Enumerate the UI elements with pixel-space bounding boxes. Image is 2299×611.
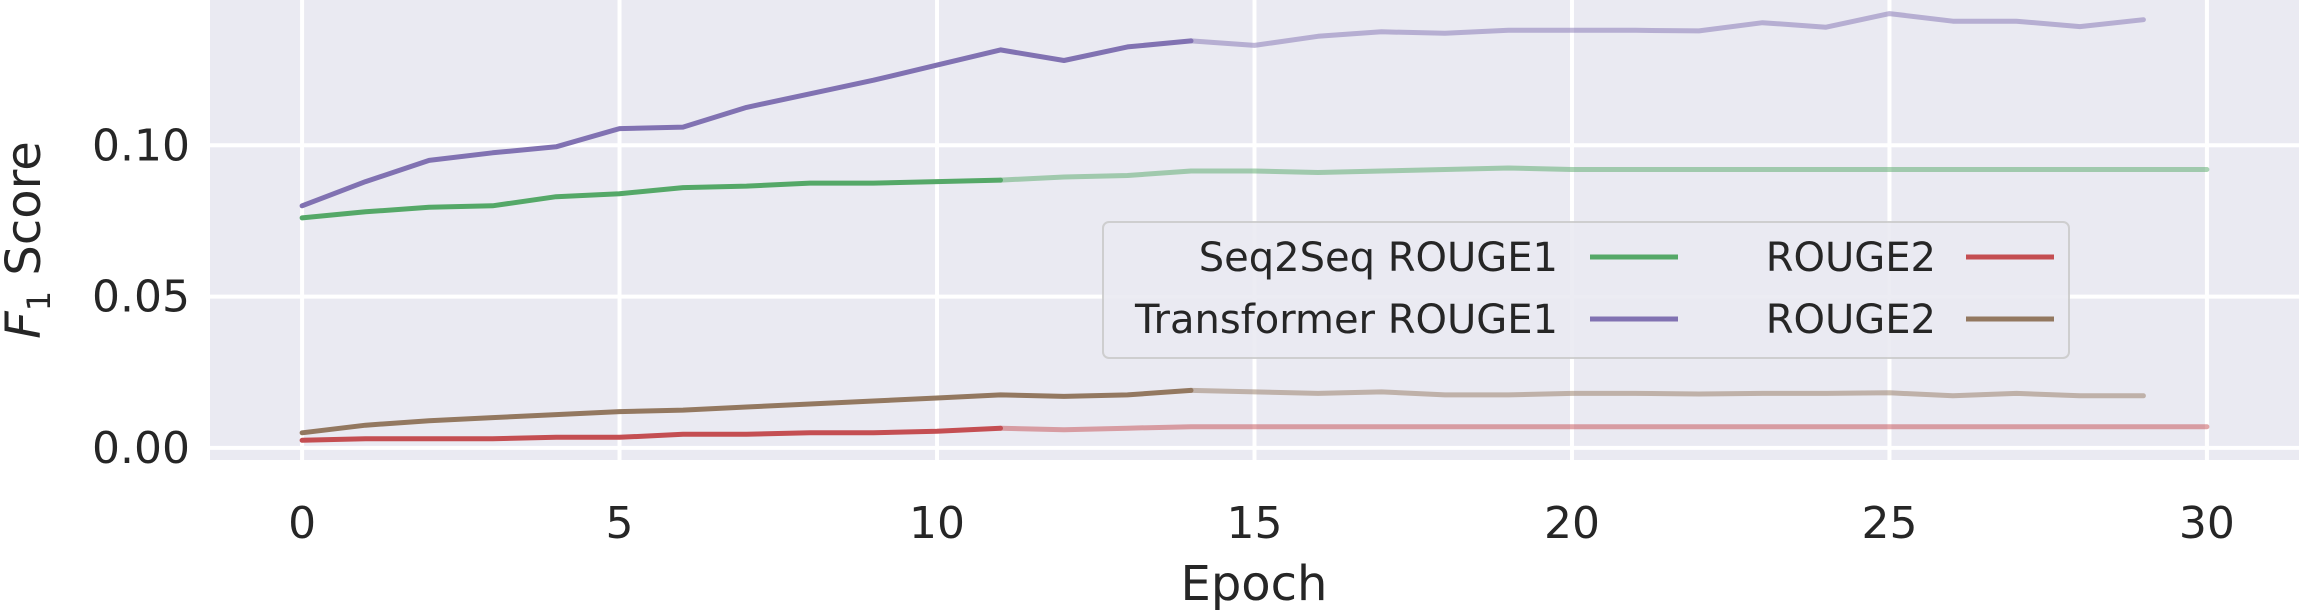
- series-line: [299, 425, 1003, 443]
- x-tick-label: 0: [288, 498, 316, 549]
- legend-label-transformer-rouge2: ROUGE2: [1766, 297, 1936, 343]
- x-tick-labels: 0 5 10 15 20 25 30: [288, 498, 2235, 549]
- legend-frame: [1102, 221, 2070, 359]
- x-tick-label: 5: [606, 498, 634, 549]
- y-axis-label-main: F: [0, 310, 52, 339]
- series-line-faded: [1188, 387, 2146, 399]
- x-tick-label: 30: [2179, 498, 2235, 549]
- series-line: [299, 177, 1003, 221]
- series-line-faded: [998, 424, 2210, 433]
- x-tick-label: 10: [909, 498, 965, 549]
- series-3: [299, 387, 2146, 436]
- legend: Seq2Seq ROUGE1 Transformer ROUGE1 ROUGE2…: [1102, 221, 2070, 359]
- legend-label-transformer-rouge1: Transformer ROUGE1: [1134, 297, 1558, 343]
- legend-label-seq2seq-rouge2: ROUGE2: [1766, 235, 1936, 281]
- series-line: [299, 387, 1194, 436]
- series-0: [299, 165, 2210, 221]
- x-tick-label: 20: [1544, 498, 1600, 549]
- y-axis-label: F1 Score: [0, 141, 58, 339]
- legend-label-seq2seq-rouge1: Seq2Seq ROUGE1: [1199, 235, 1558, 281]
- y-tick-label: 0.00: [92, 423, 190, 474]
- y-tick-label: 0.10: [92, 120, 190, 171]
- series-line-faded: [998, 165, 2210, 183]
- y-axis-label-rest: Score: [0, 141, 52, 291]
- x-tick-label: 25: [1861, 498, 1917, 549]
- y-tick-labels: 0.00 0.05 0.10: [92, 120, 190, 474]
- series-2: [299, 424, 2210, 443]
- y-axis-label-subscript: 1: [20, 291, 58, 311]
- y-tick-label: 0.05: [92, 272, 190, 323]
- series-line-faded: [1188, 11, 2146, 48]
- series-line: [299, 38, 1194, 209]
- series-1: [299, 11, 2146, 209]
- x-tick-label: 15: [1227, 498, 1283, 549]
- series-layer: [299, 11, 2210, 443]
- x-axis-label: Epoch: [1181, 556, 1328, 611]
